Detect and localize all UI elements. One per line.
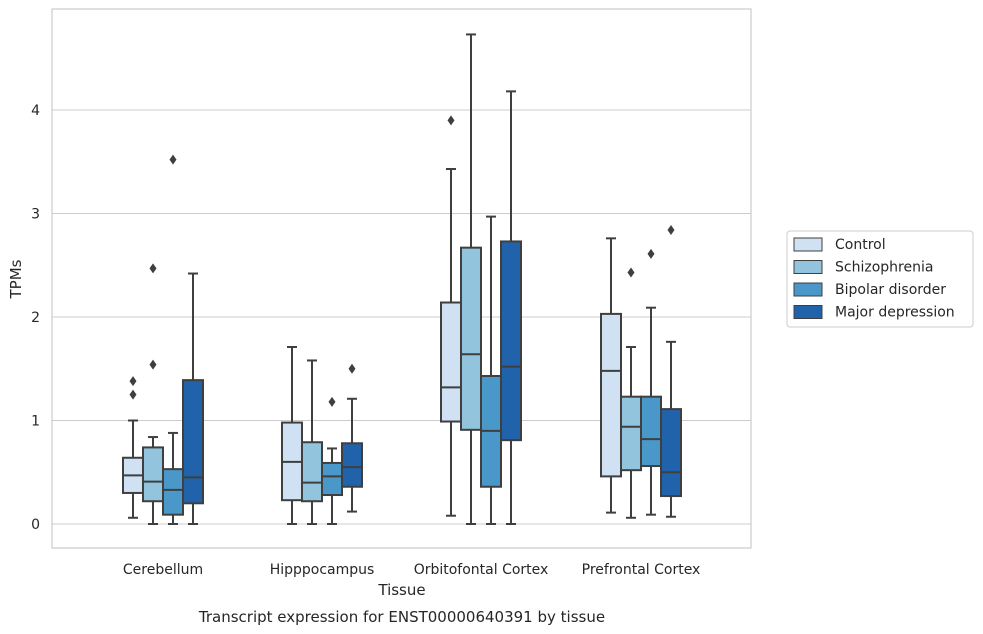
legend-frame: [786, 230, 974, 328]
legend-swatch: [793, 282, 823, 297]
box-body: [182, 379, 204, 505]
y-tick-label-4: 4: [31, 103, 40, 119]
outlier-0: [328, 396, 336, 407]
x-tick-label-4: Prefrontal Cortex: [582, 562, 701, 578]
box-1-0: [142, 263, 164, 525]
y-tick-label-1: 1: [31, 414, 40, 430]
outlier-0: [129, 376, 137, 387]
box-groups: [122, 33, 682, 525]
outlier-0: [169, 154, 177, 165]
box-body: [162, 468, 184, 516]
outlier-0: [149, 263, 157, 274]
outlier-0: [447, 115, 455, 126]
box-2-1: [321, 396, 343, 525]
plot-area: [51, 8, 752, 549]
box-3-2: [500, 90, 522, 525]
outlier-0: [647, 248, 655, 259]
box-1-3: [620, 267, 642, 519]
outlier-0: [667, 225, 675, 236]
y-axis-label: TPMs: [7, 259, 25, 299]
legend-swatch: [793, 260, 823, 274]
x-tick-labels: Cerebellum Hipppocampus Orbitofontal Corte…: [123, 562, 700, 578]
box-body: [600, 312, 622, 478]
figure-caption: Transcript expression for ENST0000064039…: [198, 608, 605, 626]
legend-item-2: Schizophrenia: [793, 260, 933, 276]
y-tick-labels: 0 1 2 3 4: [31, 103, 40, 533]
box-2-0: [162, 154, 184, 525]
x-axis-label: Tissue: [377, 581, 425, 599]
y-tick-label-2: 2: [31, 310, 40, 326]
box-body: [460, 246, 482, 431]
box-body: [341, 442, 363, 488]
box-0-3: [600, 237, 622, 514]
x-tick-label-3: Orbitofontal Cortex: [414, 562, 549, 578]
box-3-1: [341, 363, 363, 513]
box-1-1: [301, 359, 323, 525]
legend-label: Major depression: [835, 305, 955, 321]
box-2-2: [480, 215, 502, 525]
outlier-0: [627, 267, 635, 278]
legend-item-3: Bipolar disorder: [793, 282, 946, 298]
legend-item-4: Major depression: [793, 305, 955, 321]
box-body: [321, 461, 343, 497]
box-body: [440, 301, 462, 423]
box-3-3: [660, 225, 682, 518]
x-tick-label-2: Hipppocampus: [270, 562, 375, 578]
legend-item-1: Control: [793, 237, 886, 253]
y-tick-label-3: 3: [31, 207, 40, 223]
outlier-0: [348, 363, 356, 374]
box-2-3: [640, 248, 662, 516]
box-body: [620, 395, 642, 472]
x-tick-label-1: Cerebellum: [123, 562, 203, 578]
box-0-2: [440, 115, 462, 517]
box-body: [660, 408, 682, 498]
legend-label: Schizophrenia: [835, 260, 933, 276]
y-tick-label-0: 0: [31, 517, 40, 533]
legend: Control Schizophrenia Bipolar disorder Majo…: [786, 230, 974, 328]
legend-swatch: [793, 305, 823, 319]
box-body: [142, 446, 164, 503]
box-0-1: [281, 346, 303, 525]
outlier-1: [129, 389, 137, 400]
box-body: [301, 441, 323, 503]
box-body: [640, 395, 662, 468]
legend-label: Control: [835, 237, 886, 253]
box-3-0: [182, 272, 204, 525]
box-0-0: [122, 376, 144, 519]
legend-label: Bipolar disorder: [835, 282, 946, 298]
box-body: [500, 240, 522, 442]
box-1-2: [460, 33, 482, 525]
legend-swatch: [793, 237, 823, 252]
outlier-1: [149, 359, 157, 370]
